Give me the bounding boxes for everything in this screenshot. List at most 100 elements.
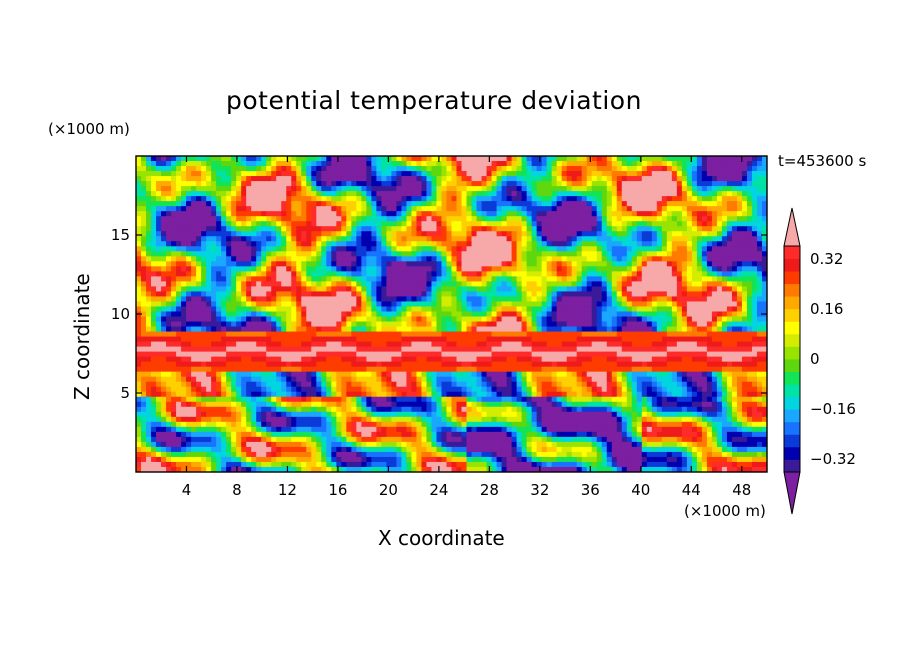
- field-cell: [241, 331, 247, 338]
- field-cell: [511, 331, 518, 338]
- field-cell: [601, 211, 608, 217]
- field-cell: [566, 241, 573, 247]
- field-cell: [566, 316, 573, 323]
- field-cell: [631, 256, 638, 262]
- field-cell: [281, 256, 287, 262]
- field-cell: [511, 221, 518, 227]
- field-cell: [241, 261, 247, 267]
- field-cell: [486, 211, 493, 217]
- field-cell: [406, 276, 413, 282]
- field-cell: [301, 246, 307, 252]
- field-cell: [656, 231, 663, 237]
- field-cell: [516, 311, 523, 318]
- field-cell: [476, 331, 483, 338]
- field-cell: [181, 306, 187, 313]
- field-cell: [441, 291, 448, 298]
- field-cell: [146, 336, 152, 343]
- field-cell: [631, 231, 638, 237]
- field-cell: [276, 326, 282, 333]
- field-cell: [146, 161, 152, 167]
- field-cell: [736, 266, 743, 272]
- field-cell: [356, 341, 362, 348]
- field-cell: [756, 241, 763, 247]
- field-cell: [351, 251, 357, 257]
- field-cell: [356, 211, 362, 217]
- field-cell: [596, 346, 603, 353]
- field-cell: [691, 286, 698, 293]
- field-cell: [171, 311, 177, 318]
- field-cell: [421, 291, 428, 298]
- field-cell: [136, 301, 142, 308]
- field-cell: [666, 341, 673, 348]
- field-cell: [246, 171, 252, 177]
- field-cell: [731, 231, 738, 237]
- field-cell: [506, 336, 513, 343]
- field-cell: [761, 181, 767, 187]
- field-cell: [666, 311, 673, 318]
- field-cell: [626, 306, 633, 313]
- field-cell: [691, 176, 698, 182]
- field-cell: [336, 291, 342, 298]
- field-cell: [511, 296, 518, 303]
- field-cell: [341, 156, 347, 162]
- field-cell: [191, 291, 197, 298]
- field-cell: [696, 276, 703, 282]
- field-cell: [306, 236, 312, 242]
- field-cell: [156, 341, 162, 348]
- field-cell: [356, 221, 362, 227]
- field-cell: [321, 291, 327, 298]
- field-cell: [626, 206, 633, 212]
- field-cell: [491, 266, 498, 272]
- field-cell: [591, 231, 598, 237]
- field-cell: [536, 331, 543, 338]
- field-cell: [361, 276, 367, 282]
- field-cell: [251, 346, 257, 353]
- field-cell: [601, 261, 608, 267]
- field-cell: [696, 281, 703, 288]
- field-cell: [261, 331, 267, 338]
- field-cell: [246, 161, 252, 167]
- field-cell: [601, 286, 608, 293]
- field-cell: [296, 316, 302, 323]
- field-cell: [611, 321, 618, 328]
- field-cell: [141, 266, 147, 272]
- field-cell: [511, 171, 518, 177]
- field-cell: [586, 246, 593, 252]
- field-cell: [476, 241, 483, 247]
- field-cell: [476, 161, 483, 167]
- field-cell: [351, 166, 357, 172]
- field-cell: [521, 166, 528, 172]
- field-cell: [311, 216, 317, 222]
- field-cell: [606, 341, 613, 348]
- field-cell: [241, 266, 247, 272]
- field-cell: [486, 241, 493, 247]
- field-cell: [706, 166, 713, 172]
- field-cell: [696, 331, 703, 338]
- field-cell: [651, 291, 658, 298]
- field-cell: [451, 176, 458, 182]
- field-cell: [456, 276, 463, 282]
- field-cell: [356, 266, 362, 272]
- field-cell: [366, 281, 372, 288]
- field-cell: [166, 316, 172, 323]
- field-cell: [691, 331, 698, 338]
- field-cell: [656, 276, 663, 282]
- field-cell: [196, 246, 202, 252]
- field-cell: [606, 311, 613, 318]
- field-cell: [196, 201, 202, 207]
- field-cell: [251, 176, 257, 182]
- field-cell: [186, 226, 192, 232]
- field-cell: [246, 341, 252, 348]
- field-cell: [716, 281, 723, 288]
- field-cell: [611, 276, 618, 282]
- field-cell: [381, 211, 387, 217]
- field-cell: [306, 166, 312, 172]
- field-cell: [386, 211, 393, 217]
- field-cell: [156, 246, 162, 252]
- field-cell: [176, 186, 182, 192]
- field-cell: [326, 296, 332, 303]
- field-cell: [606, 331, 613, 338]
- field-cell: [616, 241, 623, 247]
- field-cell: [296, 296, 302, 303]
- field-cell: [396, 351, 403, 358]
